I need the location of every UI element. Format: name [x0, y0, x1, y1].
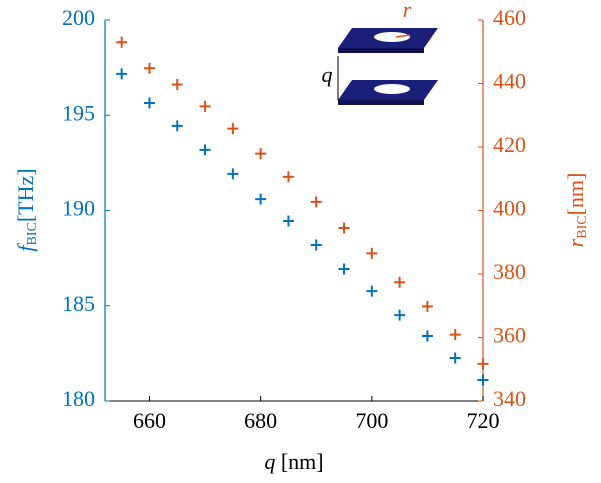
y2-axis-label: rBIC[nm] — [563, 173, 590, 248]
y-axis-label: fBIC[THz] — [13, 168, 40, 251]
point — [171, 120, 183, 132]
hole — [374, 32, 410, 42]
hole — [374, 84, 410, 94]
x-tick-label: 680 — [244, 408, 277, 433]
x-axis-label: q [nm] — [264, 449, 323, 474]
point — [227, 123, 239, 135]
point — [143, 97, 155, 109]
point — [116, 36, 128, 48]
y2-tick-label: 400 — [493, 196, 526, 221]
point — [477, 374, 489, 386]
point — [338, 222, 350, 234]
point — [199, 100, 211, 112]
point — [449, 329, 461, 341]
point — [255, 193, 267, 205]
point — [449, 352, 461, 364]
point — [255, 148, 267, 160]
point — [394, 276, 406, 288]
gap-label: q — [322, 62, 333, 87]
point — [282, 215, 294, 227]
point — [310, 196, 322, 208]
y2-label-unit: [nm] — [563, 173, 588, 216]
point — [171, 78, 183, 90]
point — [394, 309, 406, 321]
x-tick-label: 720 — [467, 408, 500, 433]
x-tick-label: 700 — [355, 408, 388, 433]
y-label-symbol: f — [13, 243, 38, 252]
x-tick-label: 660 — [133, 408, 166, 433]
y2-tick-label: 460 — [493, 5, 526, 30]
point — [199, 144, 211, 156]
y2-tick-label: 420 — [493, 132, 526, 157]
point — [421, 300, 433, 312]
y2-tick-label: 360 — [493, 323, 526, 348]
x-label-unit: [nm] — [281, 449, 324, 474]
plate-edge — [338, 100, 424, 105]
y-tick-label: 200 — [62, 5, 95, 30]
point — [338, 263, 350, 275]
point — [310, 239, 322, 251]
y-tick-label: 195 — [62, 100, 95, 125]
point — [477, 358, 489, 370]
point — [366, 247, 378, 259]
radius-label: r — [403, 0, 412, 22]
x-label-symbol: q — [264, 449, 275, 474]
point — [282, 171, 294, 183]
y-tick-label: 180 — [62, 386, 95, 411]
inset: r q — [322, 0, 438, 105]
point — [421, 330, 433, 342]
point — [143, 62, 155, 74]
y-tick-label: 190 — [62, 196, 95, 221]
point — [366, 285, 378, 297]
y-tick-label: 185 — [62, 291, 95, 316]
plate-edge — [338, 48, 424, 53]
point — [116, 68, 128, 80]
y2-label-subscript: BIC — [575, 215, 590, 238]
point — [227, 168, 239, 180]
y-label-unit: [THz] — [13, 168, 38, 222]
y2-label-symbol: r — [563, 238, 588, 247]
y-label-subscript: BIC — [25, 222, 40, 245]
y2-tick-label: 440 — [493, 69, 526, 94]
y2-tick-label: 340 — [493, 386, 526, 411]
radius-arrow — [395, 34, 411, 38]
y2-tick-label: 380 — [493, 259, 526, 284]
